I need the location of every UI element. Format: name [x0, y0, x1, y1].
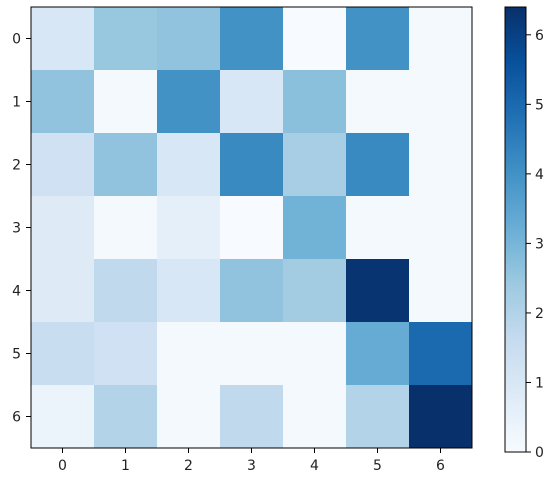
- heatmap-cell-r5-c6: [409, 322, 473, 386]
- y-axis: 0 1 2 3 4 5 6: [12, 32, 31, 426]
- y-tick-label: 5: [12, 347, 21, 363]
- x-tick-label: 1: [121, 458, 130, 474]
- colorbar-tick-label: 0: [535, 445, 544, 461]
- x-tick-label: 3: [247, 458, 256, 474]
- heatmap-cell-r3-c2: [157, 196, 221, 260]
- x-tick-label: 5: [373, 458, 382, 474]
- heatmap-cell-r5-c0: [31, 322, 95, 386]
- colorbar-gradient: [504, 6, 527, 453]
- heatmap-cell-r6-c0: [31, 385, 95, 449]
- colorbar-tick-label: 1: [535, 375, 544, 391]
- heatmap-cell-r0-c2: [157, 7, 221, 71]
- heatmap-cell-r3-c0: [31, 196, 95, 260]
- heatmap-cell-r0-c1: [94, 7, 158, 71]
- heatmap-cell-r0-c3: [220, 7, 284, 71]
- heatmap-cell-r4-c6: [409, 259, 473, 323]
- x-tick-label: 4: [310, 458, 319, 474]
- heatmap-cell-r5-c5: [346, 322, 410, 386]
- heatmap-cell-r5-c4: [283, 322, 347, 386]
- heatmap-cell-r4-c3: [220, 259, 284, 323]
- heatmap-cell-r1-c2: [157, 70, 221, 134]
- heatmap-cell-r0-c6: [409, 7, 473, 71]
- heatmap-cell-r6-c2: [157, 385, 221, 449]
- heatmap-cell-r6-c5: [346, 385, 410, 449]
- heatmap-cells: [31, 7, 473, 449]
- heatmap-cell-r0-c5: [346, 7, 410, 71]
- y-tick-label: 6: [12, 410, 21, 426]
- heatmap-cell-r3-c6: [409, 196, 473, 260]
- heatmap-cell-r2-c6: [409, 133, 473, 197]
- heatmap-cell-r6-c3: [220, 385, 284, 449]
- heatmap-cell-r6-c4: [283, 385, 347, 449]
- heatmap-cell-r4-c1: [94, 259, 158, 323]
- heatmap-cell-r2-c4: [283, 133, 347, 197]
- y-tick-label: 3: [12, 221, 21, 237]
- heatmap-cell-r1-c0: [31, 70, 95, 134]
- heatmap-cell-r1-c1: [94, 70, 158, 134]
- heatmap-cell-r4-c4: [283, 259, 347, 323]
- colorbar-tick-label: 4: [535, 167, 544, 183]
- x-axis: 0 1 2 3 4 5 6: [58, 448, 445, 474]
- colorbar-tick-label: 5: [535, 97, 544, 113]
- heatmap-cell-r3-c4: [283, 196, 347, 260]
- heatmap-cell-r2-c1: [94, 133, 158, 197]
- heatmap-cell-r4-c5: [346, 259, 410, 323]
- y-tick-label: 4: [12, 284, 21, 300]
- y-tick-label: 0: [12, 32, 21, 48]
- heatmap-cell-r0-c4: [283, 7, 347, 71]
- heatmap-cell-r2-c2: [157, 133, 221, 197]
- x-tick-label: 0: [58, 458, 67, 474]
- heatmap-cell-r1-c5: [346, 70, 410, 134]
- heatmap-cell-r5-c2: [157, 322, 221, 386]
- colorbar: 0 1 2 3 4 5 6: [504, 6, 544, 461]
- heatmap-cell-r4-c0: [31, 259, 95, 323]
- heatmap-cell-r2-c0: [31, 133, 95, 197]
- colorbar-tick-label: 6: [535, 28, 544, 44]
- heatmap-cell-r2-c5: [346, 133, 410, 197]
- x-tick-label: 2: [184, 458, 193, 474]
- heatmap-cell-r1-c3: [220, 70, 284, 134]
- heatmap-cell-r6-c1: [94, 385, 158, 449]
- heatmap-cell-r0-c0: [31, 7, 95, 71]
- heatmap-cell-r4-c2: [157, 259, 221, 323]
- heatmap-cell-r6-c6: [409, 385, 473, 449]
- colorbar-tick-label: 2: [535, 306, 544, 322]
- colorbar-tick-label: 3: [535, 236, 544, 252]
- heatmap-cell-r1-c6: [409, 70, 473, 134]
- heatmap-cell-r3-c3: [220, 196, 284, 260]
- heatmap-cell-r2-c3: [220, 133, 284, 197]
- heatmap-cell-r3-c1: [94, 196, 158, 260]
- heatmap-cell-r1-c4: [283, 70, 347, 134]
- y-tick-label: 2: [12, 158, 21, 174]
- x-tick-label: 6: [436, 458, 445, 474]
- heatmap-cell-r5-c1: [94, 322, 158, 386]
- y-tick-label: 1: [12, 95, 21, 111]
- heatmap-cell-r5-c3: [220, 322, 284, 386]
- heatmap-cell-r3-c5: [346, 196, 410, 260]
